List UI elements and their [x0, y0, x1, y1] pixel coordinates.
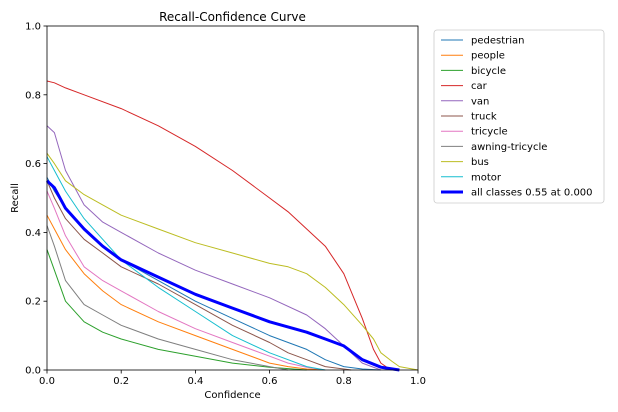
x-axis-label: Confidence	[204, 390, 260, 401]
y-tick-label: 0.6	[25, 159, 41, 170]
y-tick-label: 0.8	[25, 90, 41, 101]
legend-label-8: bus	[471, 157, 489, 168]
series-line-3	[46, 80, 400, 371]
legend-label-10: all classes 0.55 at 0.000	[471, 188, 593, 199]
plot-frame	[46, 25, 419, 371]
series-line-8	[46, 153, 419, 371]
legend-label-4: van	[471, 96, 489, 107]
legend-label-7: awning-tricycle	[471, 142, 547, 153]
plot-lines	[45, 80, 419, 372]
series-line-4	[46, 125, 382, 371]
legend-label-5: truck	[471, 112, 497, 123]
y-tick-label: 0.4	[25, 228, 41, 239]
x-tick-label: 0.8	[336, 376, 352, 387]
y-tick-label: 1.0	[25, 22, 41, 33]
y-tick-label: 0.2	[25, 297, 41, 308]
series-line-9	[46, 156, 326, 371]
legend-label-0: pedestrian	[471, 36, 525, 47]
legend: pedestrian people bicycle car van truck tricyc…	[433, 29, 605, 204]
legend-label-2: bicycle	[471, 66, 506, 77]
series-line-7	[46, 225, 289, 371]
y-axis-label: Recall	[10, 183, 21, 213]
x-tick-label: 0.6	[262, 376, 278, 387]
x-tick-label: 0.2	[113, 376, 129, 387]
legend-label-1: people	[471, 51, 505, 62]
legend-label-9: motor	[471, 172, 502, 183]
chart-title: Recall-Confidence Curve	[159, 10, 306, 24]
x-axis-ticks: 0.0 0.2 0.4 0.6 0.8 1.0	[39, 370, 426, 387]
series-line-6	[46, 190, 326, 371]
x-tick-label: 0.0	[39, 376, 55, 387]
x-tick-label: 1.0	[410, 376, 426, 387]
series-line-5	[46, 180, 352, 371]
series-line-1	[46, 214, 326, 371]
y-tick-label: 0.0	[25, 366, 41, 377]
series-line-10	[45, 179, 400, 372]
legend-frame	[433, 29, 605, 204]
x-tick-label: 0.4	[187, 376, 203, 387]
series-line-2	[46, 249, 307, 371]
legend-label-3: car	[471, 81, 488, 92]
y-axis-ticks: 0.0 0.2 0.4 0.6 0.8 1.0	[25, 22, 47, 377]
legend-items: pedestrian people bicycle car van truck tricyc…	[441, 36, 593, 199]
legend-label-6: tricycle	[471, 127, 508, 138]
